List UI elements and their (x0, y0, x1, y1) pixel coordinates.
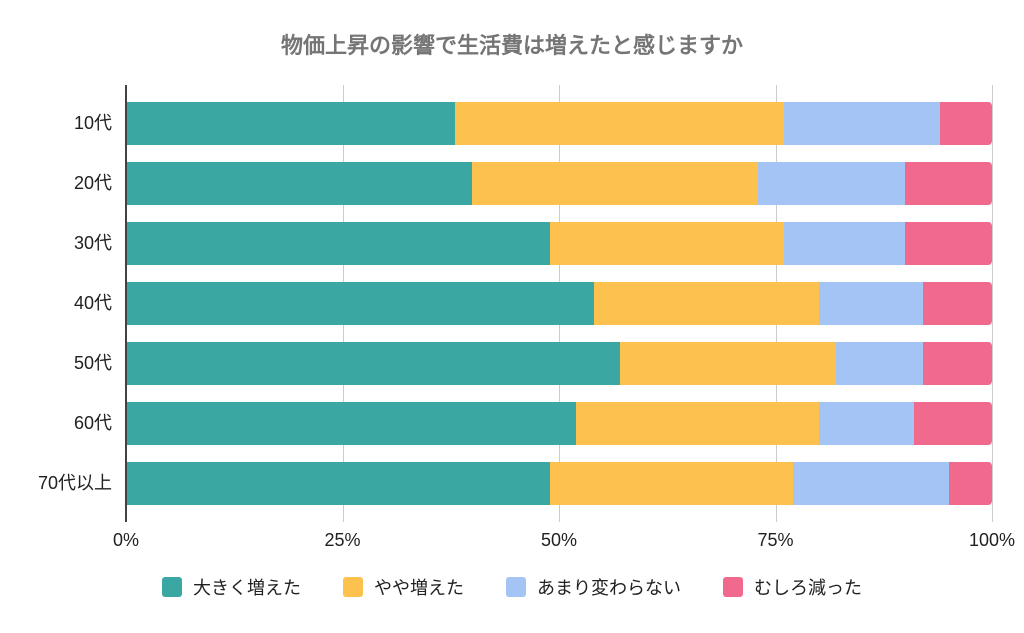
y-axis-line (125, 85, 127, 522)
bar-segment (550, 222, 785, 265)
y-axis-label: 70代以上 (37, 473, 112, 493)
bar-row-30代 (126, 222, 992, 265)
x-axis-label: 25% (324, 530, 361, 550)
x-axis-label: 75% (757, 530, 794, 550)
bar-segment (126, 102, 456, 145)
legend-swatch-icon (723, 577, 743, 597)
y-axis-label: 40代 (73, 293, 112, 313)
legend-label: 大きく増えた (193, 578, 301, 598)
bar-segment (948, 462, 992, 505)
gridline-100 (992, 85, 993, 522)
y-axis-label: 50代 (73, 353, 112, 373)
bar-segment (126, 462, 551, 505)
y-axis-label: 30代 (73, 233, 112, 253)
bar-row-70代以上 (126, 462, 992, 505)
legend-swatch-icon (162, 577, 182, 597)
x-axis-label: 100% (968, 530, 1016, 550)
bar-segment (818, 402, 915, 445)
x-axis-label: 0% (112, 530, 140, 550)
legend-item: やや増えた (343, 574, 464, 600)
x-axis-label: 50% (540, 530, 578, 550)
bar-segment (922, 282, 992, 325)
bar-segment (576, 402, 819, 445)
bar-segment (126, 162, 473, 205)
bar-segment (905, 222, 992, 265)
chart-title: 物価上昇の影響で生活費は増えたと感じますか (280, 33, 743, 58)
bar-row-20代 (126, 162, 992, 205)
bar-segment (905, 162, 992, 205)
bar-row-50代 (126, 342, 992, 385)
bar-segment (126, 342, 620, 385)
legend-item: あまり変わらない (506, 574, 681, 600)
bar-segment (126, 402, 577, 445)
bar-segment (550, 462, 793, 505)
bar-segment (914, 402, 992, 445)
legend-swatch-icon (506, 577, 526, 597)
legend-label: むしろ減った (754, 578, 862, 598)
bar-segment (619, 342, 837, 385)
bar-row-60代 (126, 402, 992, 445)
bar-segment (472, 162, 759, 205)
plot-area (125, 85, 993, 522)
bar-segment (836, 342, 923, 385)
bar-segment (784, 102, 941, 145)
legend-item: 大きく増えた (162, 574, 301, 600)
bar-segment (758, 162, 906, 205)
bar-segment (126, 282, 594, 325)
bar-segment (126, 222, 551, 265)
y-axis-label: 20代 (73, 173, 112, 193)
bar-row-10代 (126, 102, 992, 145)
legend-label: あまり変わらない (537, 578, 681, 598)
y-axis-label: 60代 (73, 413, 112, 433)
legend-swatch-icon (343, 577, 363, 597)
bar-segment (818, 282, 923, 325)
bar-segment (940, 102, 992, 145)
bar-segment (455, 102, 785, 145)
bar-row-40代 (126, 282, 992, 325)
bar-segment (922, 342, 992, 385)
bar-segment (593, 282, 819, 325)
legend-label: やや増えた (374, 578, 464, 598)
bar-segment (792, 462, 949, 505)
bar-segment (784, 222, 906, 265)
legend: 大きく増えた やや増えた あまり変わらない むしろ減った (0, 574, 1024, 600)
y-axis-label: 10代 (73, 113, 112, 133)
legend-item: むしろ減った (723, 574, 862, 600)
